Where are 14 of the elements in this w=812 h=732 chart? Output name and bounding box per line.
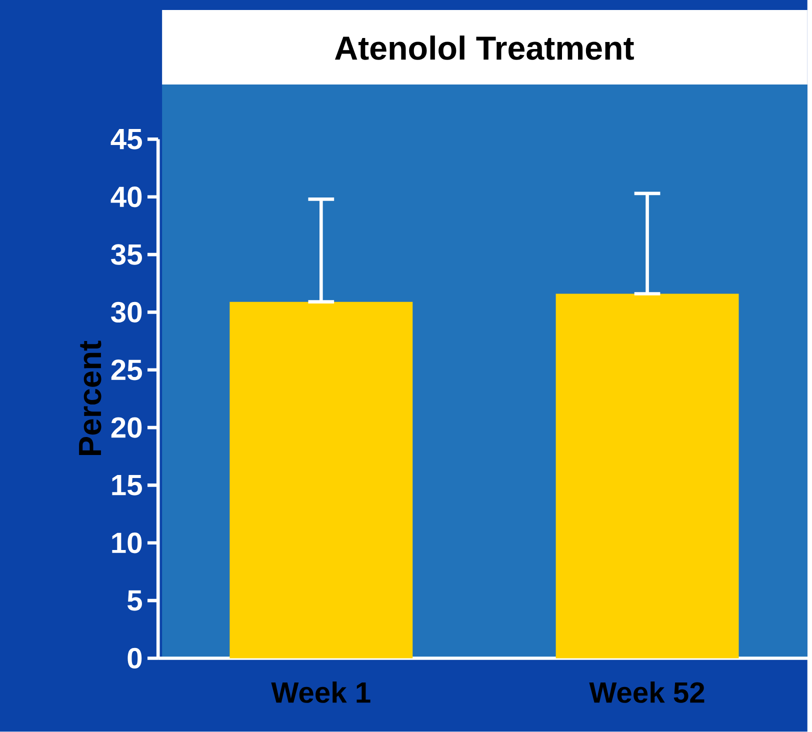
y-axis-title: Percent: [79, 340, 102, 456]
y-tick-label: 30: [111, 302, 142, 323]
y-tick-label: 0: [128, 648, 142, 669]
y-tick-label: 20: [111, 417, 142, 438]
y-tick-label: 40: [110, 186, 142, 208]
chart-title: Atenolol Treatment: [334, 36, 634, 60]
y-tick-label: 35: [111, 244, 142, 265]
y-tick-label: 45: [110, 129, 142, 150]
y-tick-label: 5: [127, 590, 142, 611]
y-tick-label: 10: [112, 532, 142, 554]
y-tick-label: 15: [112, 475, 142, 496]
x-tick-label: Week 52: [589, 682, 704, 703]
x-tick-label: Week 1: [271, 682, 370, 703]
y-tick-label: 25: [111, 360, 142, 380]
